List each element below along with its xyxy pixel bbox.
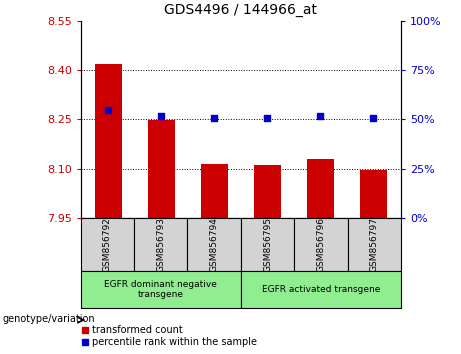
Bar — [82, 339, 88, 345]
Bar — [188, 218, 241, 271]
Bar — [82, 327, 88, 333]
Bar — [254, 165, 281, 218]
Point — [264, 115, 271, 120]
Point — [105, 107, 112, 113]
Text: EGFR activated transgene: EGFR activated transgene — [262, 285, 380, 294]
Text: GSM856796: GSM856796 — [316, 217, 325, 272]
Text: EGFR dominant negative
transgene: EGFR dominant negative transgene — [104, 280, 217, 299]
Text: genotype/variation: genotype/variation — [2, 314, 95, 324]
Text: GSM856797: GSM856797 — [370, 217, 379, 272]
Point — [370, 115, 377, 120]
Text: GSM856792: GSM856792 — [103, 217, 112, 272]
Text: GSM856795: GSM856795 — [263, 217, 272, 272]
Title: GDS4496 / 144966_at: GDS4496 / 144966_at — [165, 4, 317, 17]
Point — [317, 113, 324, 118]
Bar — [241, 218, 294, 271]
Point — [211, 115, 218, 120]
Bar — [294, 218, 348, 271]
Text: percentile rank within the sample: percentile rank within the sample — [92, 337, 257, 347]
Bar — [81, 218, 134, 271]
Bar — [134, 218, 188, 271]
Text: transformed count: transformed count — [92, 325, 183, 335]
Text: GSM856794: GSM856794 — [210, 217, 219, 272]
Bar — [201, 164, 228, 218]
Bar — [360, 170, 386, 218]
Bar — [95, 64, 122, 218]
Bar — [148, 120, 175, 218]
Bar — [348, 218, 401, 271]
Bar — [241, 271, 401, 308]
Text: GSM856793: GSM856793 — [156, 217, 165, 272]
Bar — [81, 271, 241, 308]
Bar — [307, 159, 334, 218]
Point — [158, 113, 165, 118]
